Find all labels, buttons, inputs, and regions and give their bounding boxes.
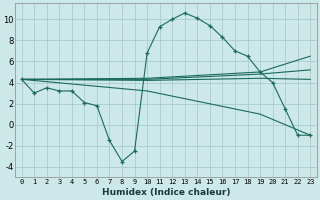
X-axis label: Humidex (Indice chaleur): Humidex (Indice chaleur) [102,188,230,197]
